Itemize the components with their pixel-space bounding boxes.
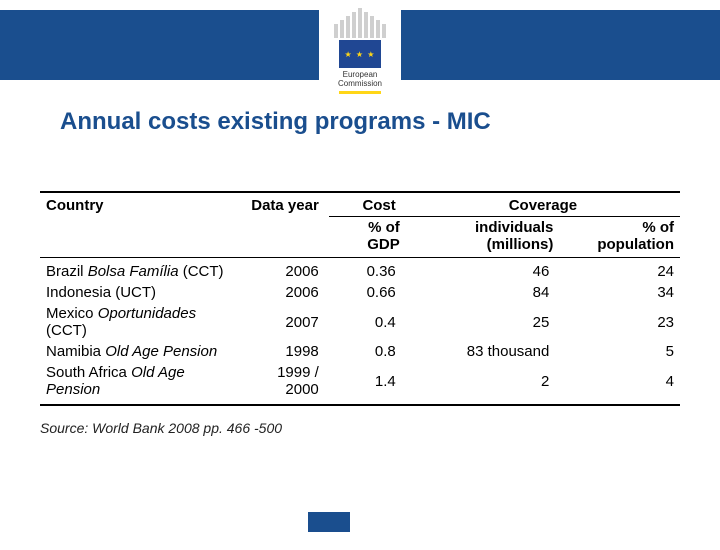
cell-year: 2006 [238, 282, 328, 303]
cell-country: Indonesia (UCT) [40, 282, 238, 303]
cell-cost: 1.4 [329, 362, 406, 405]
cell-year: 1998 [238, 341, 328, 362]
ec-logo: ★ ★ ★ EuropeanCommission [319, 2, 401, 101]
cell-country: Namibia Old Age Pension [40, 341, 238, 362]
cell-year: 1999 / 2000 [238, 362, 328, 405]
col-country: Country [40, 192, 238, 217]
cell-population: 4 [559, 362, 680, 405]
col-cost: Cost [329, 192, 406, 217]
sub-cov1: individuals (millions) [406, 217, 560, 258]
cell-individuals: 46 [406, 258, 560, 283]
cell-cost: 0.4 [329, 303, 406, 341]
table-row: Namibia Old Age Pension 19980.883 thousa… [40, 341, 680, 362]
table-row: Mexico Oportunidades (CCT)20070.42523 [40, 303, 680, 341]
table-row: Indonesia (UCT)20060.668434 [40, 282, 680, 303]
cell-cost: 0.36 [329, 258, 406, 283]
cell-year: 2006 [238, 258, 328, 283]
cell-cost: 0.66 [329, 282, 406, 303]
col-year: Data year [238, 192, 328, 217]
ec-logo-text: EuropeanCommission [338, 70, 382, 88]
cell-population: 23 [559, 303, 680, 341]
cell-country: Brazil Bolsa Família (CCT) [40, 258, 238, 283]
cell-individuals: 25 [406, 303, 560, 341]
data-table: Country Data year Cost Coverage % of GDP… [40, 191, 680, 406]
cell-country: South Africa Old Age Pension [40, 362, 238, 405]
table-row: Brazil Bolsa Família (CCT)20060.364624 [40, 258, 680, 283]
header-bar: ★ ★ ★ EuropeanCommission [0, 10, 720, 80]
cell-population: 24 [559, 258, 680, 283]
cell-individuals: 83 thousand [406, 341, 560, 362]
sub-cost: % of GDP [329, 217, 406, 258]
table-row: South Africa Old Age Pension 1999 / 2000… [40, 362, 680, 405]
slide-title: Annual costs existing programs - MIC [60, 108, 720, 136]
cell-cost: 0.8 [329, 341, 406, 362]
source-note: Source: World Bank 2008 pp. 466 -500 [40, 420, 680, 436]
eu-flag-icon: ★ ★ ★ [339, 40, 381, 68]
sub-cov2: % of population [559, 217, 680, 258]
cell-year: 2007 [238, 303, 328, 341]
cell-population: 5 [559, 341, 680, 362]
cell-individuals: 2 [406, 362, 560, 405]
cell-country: Mexico Oportunidades (CCT) [40, 303, 238, 341]
cell-population: 34 [559, 282, 680, 303]
footer-flag-block [308, 512, 350, 532]
cell-individuals: 84 [406, 282, 560, 303]
ec-logo-bars [334, 6, 386, 38]
col-coverage: Coverage [406, 192, 680, 217]
